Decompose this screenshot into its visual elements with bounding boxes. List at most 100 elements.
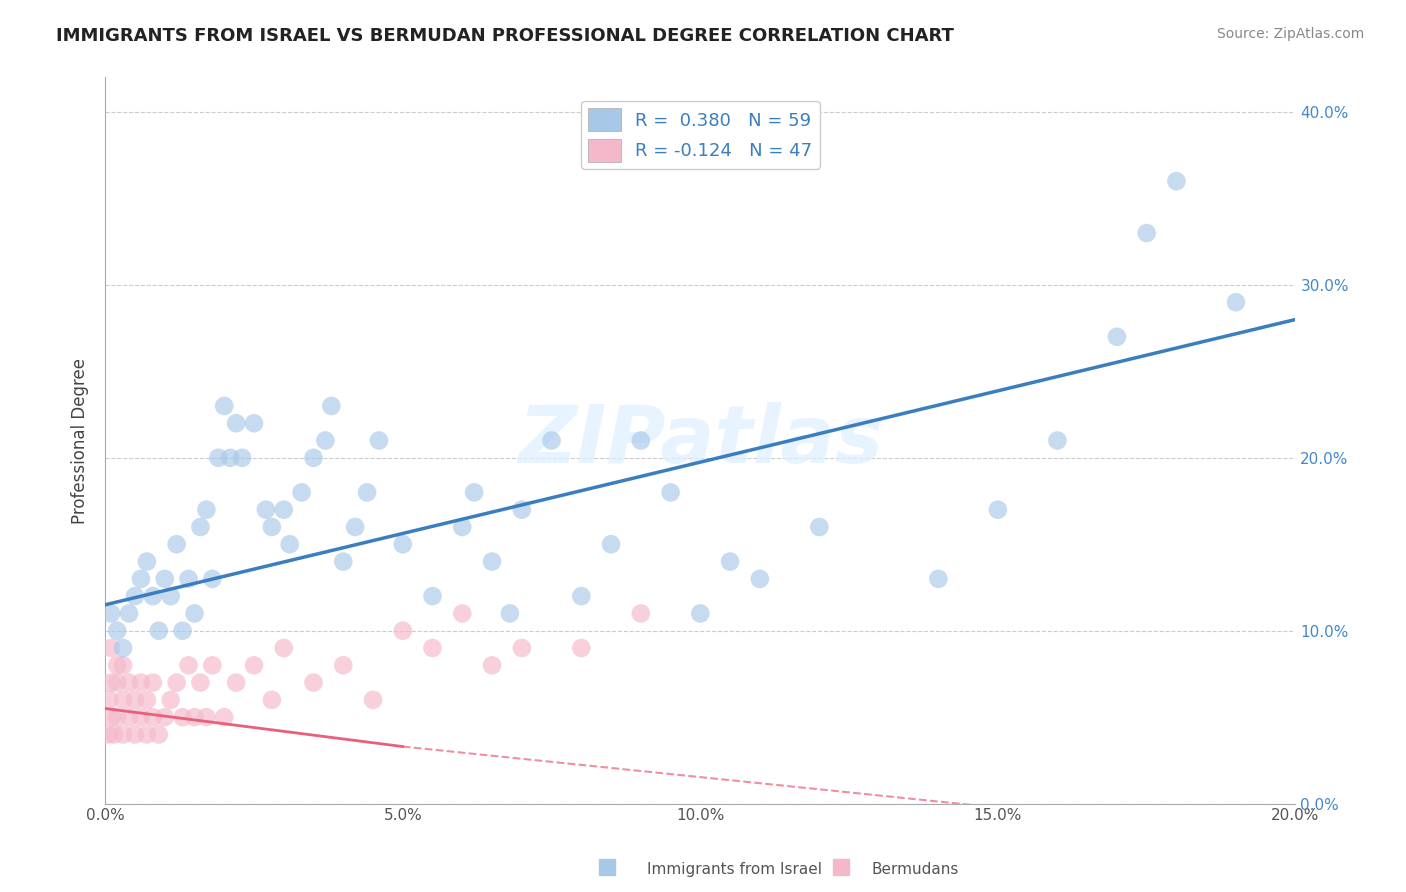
Point (142, 589, 165, 603)
Point (190, 520, 212, 534)
Point (596, 860, 619, 874)
Point (630, 434, 652, 448)
Point (195, 710, 218, 724)
Legend: R =  0.380   N = 59, R = -0.124   N = 47: R = 0.380 N = 59, R = -0.124 N = 47 (581, 101, 820, 169)
Point (159, 693, 181, 707)
Point (510, 640, 533, 655)
Point (103, 727, 125, 741)
Point (135, 555, 157, 569)
Point (260, 520, 283, 534)
Point (201, 658, 224, 673)
Point (748, 572, 770, 586)
Point (135, 693, 157, 707)
Point (172, 624, 194, 638)
Point (510, 502, 533, 516)
Point (153, 710, 176, 724)
Point (273, 502, 295, 516)
Point (808, 520, 831, 534)
Point (451, 520, 474, 534)
Point (987, 502, 1010, 516)
Point (689, 607, 711, 621)
Point (422, 589, 444, 603)
Point (166, 537, 188, 551)
Point (135, 727, 157, 741)
Point (98, 693, 121, 707)
Point (231, 450, 253, 465)
Point (569, 640, 592, 655)
Point (124, 589, 146, 603)
Point (105, 658, 128, 673)
Point (118, 607, 141, 621)
Point (129, 572, 152, 586)
Point (314, 434, 336, 448)
Point (278, 537, 301, 551)
Point (361, 693, 384, 707)
Point (659, 485, 682, 500)
Point (830, 860, 852, 874)
Point (254, 502, 277, 516)
Point (112, 640, 135, 655)
Point (302, 450, 325, 465)
Point (1046, 434, 1069, 448)
Point (273, 640, 295, 655)
Point (481, 555, 503, 569)
Text: Immigrants from Israel: Immigrants from Israel (647, 863, 821, 877)
Point (540, 434, 562, 448)
Point (118, 675, 141, 690)
Point (124, 693, 146, 707)
Point (451, 607, 474, 621)
Point (177, 658, 200, 673)
Point (201, 572, 224, 586)
Point (1105, 330, 1128, 344)
Point (100, 675, 122, 690)
Point (391, 537, 413, 551)
Point (499, 607, 522, 621)
Point (243, 416, 266, 430)
Point (219, 450, 242, 465)
Point (129, 710, 152, 724)
Point (195, 502, 218, 516)
Point (630, 607, 652, 621)
Point (183, 710, 205, 724)
Point (129, 675, 152, 690)
Point (332, 555, 354, 569)
Point (142, 675, 165, 690)
Point (100, 640, 122, 655)
Y-axis label: Professional Degree: Professional Degree (72, 358, 89, 524)
Point (100, 607, 122, 621)
Point (166, 675, 188, 690)
Point (1136, 226, 1159, 240)
Text: Source: ZipAtlas.com: Source: ZipAtlas.com (1216, 27, 1364, 41)
Point (302, 675, 325, 690)
Point (212, 710, 235, 724)
Point (368, 434, 391, 448)
Point (105, 675, 128, 690)
Point (243, 658, 266, 673)
Point (207, 450, 229, 465)
Point (190, 675, 212, 690)
Point (97, 727, 120, 741)
Point (105, 710, 128, 724)
Point (391, 624, 413, 638)
Point (142, 710, 165, 724)
Point (212, 399, 235, 413)
Point (148, 624, 170, 638)
Point (112, 727, 135, 741)
Point (148, 727, 170, 741)
Point (600, 537, 623, 551)
Point (332, 658, 354, 673)
Point (177, 572, 200, 586)
Point (105, 624, 128, 638)
Point (183, 607, 205, 621)
Point (153, 572, 176, 586)
Point (225, 416, 247, 430)
Point (118, 710, 141, 724)
Text: ZIPatlas: ZIPatlas (517, 401, 883, 480)
Text: Bermudans: Bermudans (872, 863, 959, 877)
Point (422, 640, 444, 655)
Text: IMMIGRANTS FROM ISRAEL VS BERMUDAN PROFESSIONAL DEGREE CORRELATION CHART: IMMIGRANTS FROM ISRAEL VS BERMUDAN PROFE… (56, 27, 955, 45)
Point (344, 520, 367, 534)
Point (159, 589, 181, 603)
Point (124, 727, 146, 741)
Point (1166, 174, 1188, 188)
